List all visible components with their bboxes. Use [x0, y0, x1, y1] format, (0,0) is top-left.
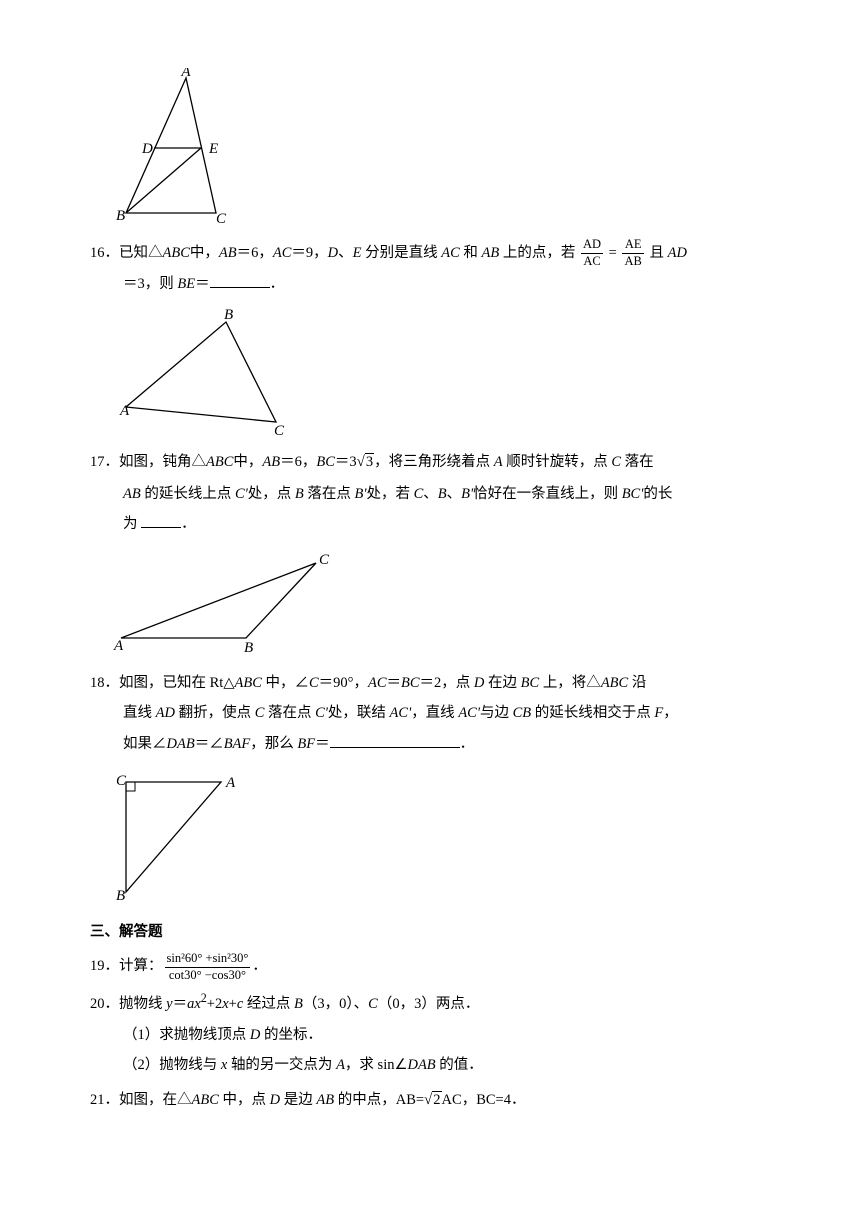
- section-3-title: 三、解答题: [90, 917, 770, 947]
- problem-20: 20．抛物线 y＝ax2+2x+c 经过点 B（3，0）、C（0，3）两点． （…: [90, 986, 770, 1080]
- label-A: A: [113, 638, 124, 654]
- problem-18-line2: 直线 AD 翻折，使点 C 落在点 C'处，联结 AC'，直线 AC'与边 CB…: [90, 698, 770, 728]
- label-B: B: [244, 640, 253, 656]
- problem-20-sub2: （2）抛物线与 x 轴的另一交点为 A，求 sin∠DAB 的值．: [90, 1050, 770, 1080]
- label-E: E: [208, 141, 218, 157]
- problem-number: 18．: [90, 668, 119, 698]
- figure-17: A B C: [106, 548, 770, 658]
- problem-19: 19．计算：sin²60° +sin²30°cot30° −cos30°．: [90, 951, 770, 982]
- label-A: A: [180, 68, 191, 80]
- problem-number: 17．: [90, 447, 119, 477]
- fraction-ad-ac: ADAC: [581, 238, 603, 269]
- problem-17: 17．如图，钝角△ABC中，AB＝6，BC＝33，将三角形绕着点 A 顺时针旋转…: [90, 447, 770, 539]
- figure-15: A B C D E: [106, 68, 770, 228]
- problem-16: 16．已知△ABC中，AB＝6，AC＝9，D、E 分别是直线 AC 和 AB 上…: [90, 238, 770, 299]
- problem-number: 20．: [90, 989, 119, 1019]
- label-C: C: [319, 552, 330, 568]
- sqrt-3: 3: [357, 447, 374, 479]
- figure-16: A B C: [106, 307, 770, 437]
- label-D: D: [141, 141, 153, 157]
- label-C: C: [274, 423, 285, 437]
- problem-number: 16．: [90, 238, 119, 268]
- blank-answer: [330, 732, 460, 748]
- label-B: B: [224, 307, 233, 323]
- problem-18: 18．如图，已知在 Rt△ABC 中，∠C＝90°，AC＝BC＝2，点 D 在边…: [90, 668, 770, 759]
- blank-answer: [141, 513, 181, 529]
- fraction-trig: sin²60° +sin²30°cot30° −cos30°: [165, 952, 251, 983]
- sqrt-2: 2: [424, 1085, 441, 1117]
- problem-number: 19．: [90, 951, 119, 981]
- label-C: C: [116, 773, 127, 789]
- problem-17-line3: 为 ．: [90, 509, 770, 539]
- label-B: B: [116, 208, 125, 224]
- problem-18-line3: 如果∠DAB＝∠BAF，那么 BF＝．: [90, 729, 770, 759]
- problem-20-sub1: （1）求抛物线顶点 D 的坐标．: [90, 1020, 770, 1050]
- label-C: C: [216, 211, 227, 227]
- label-A: A: [225, 775, 236, 791]
- figure-18: C A B: [106, 767, 770, 907]
- problem-21: 21．如图，在△ABC 中，点 D 是边 AB 的中点，AB=2AC，BC=4．: [90, 1085, 770, 1117]
- fraction-ae-ab: AEAB: [622, 238, 643, 269]
- label-B: B: [116, 888, 125, 904]
- blank-answer: [210, 272, 270, 288]
- problem-16-line2: ＝3，则 BE＝．: [90, 269, 770, 299]
- label-A: A: [119, 403, 130, 419]
- problem-number: 21．: [90, 1085, 119, 1115]
- page-content: A B C D E 16．已知△ABC中，AB＝6，AC＝9，D、E 分别是直线…: [0, 0, 860, 1116]
- problem-17-line2: AB 的延长线上点 C'处，点 B 落在点 B'处，若 C、B、B'恰好在一条直…: [90, 479, 770, 509]
